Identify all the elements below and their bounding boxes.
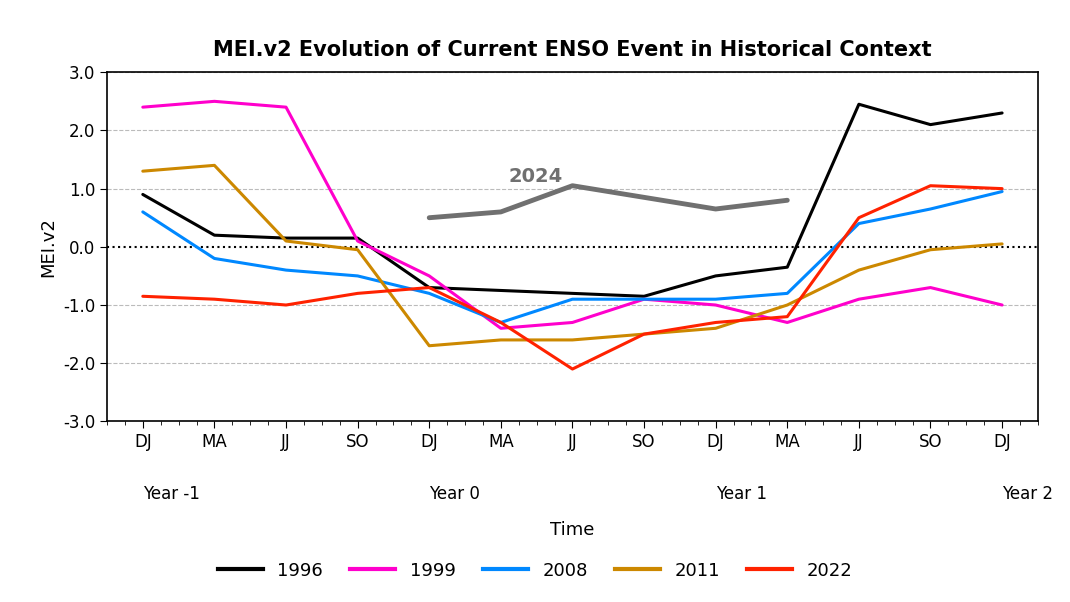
2022 — [638, 330, 651, 338]
2011 — [136, 167, 149, 175]
1996 — [638, 293, 651, 300]
1999 — [494, 324, 507, 332]
2011 — [494, 337, 507, 344]
2008 — [351, 272, 364, 279]
2022 — [279, 302, 292, 309]
2022 — [709, 319, 722, 326]
1996 — [924, 121, 937, 128]
2011 — [781, 302, 794, 309]
Text: Time: Time — [550, 521, 595, 539]
1996 — [423, 284, 435, 291]
2022 — [924, 182, 937, 190]
Y-axis label: MEI.v2: MEI.v2 — [40, 217, 58, 277]
1999 — [423, 272, 435, 279]
2011 — [423, 342, 435, 349]
2008 — [423, 290, 435, 297]
1999 — [924, 284, 937, 291]
Text: Year 1: Year 1 — [716, 485, 767, 503]
2008 — [136, 208, 149, 216]
1996 — [996, 110, 1009, 117]
2022 — [423, 284, 435, 291]
Line: 2011: 2011 — [142, 166, 1003, 346]
Text: Year 2: Year 2 — [1003, 485, 1053, 503]
2022 — [781, 313, 794, 320]
1999 — [853, 296, 866, 303]
Text: Year -1: Year -1 — [142, 485, 200, 503]
1996 — [781, 264, 794, 271]
1996 — [853, 101, 866, 108]
2011 — [351, 246, 364, 253]
1999 — [566, 319, 579, 326]
2011 — [996, 240, 1009, 247]
1999 — [709, 302, 722, 309]
1999 — [781, 319, 794, 326]
2022 — [853, 214, 866, 222]
Line: 2008: 2008 — [142, 191, 1003, 323]
1996 — [566, 290, 579, 297]
1999 — [279, 104, 292, 111]
1996 — [208, 232, 220, 239]
2011 — [208, 162, 220, 169]
2008 — [996, 188, 1009, 195]
2008 — [709, 296, 722, 303]
2022 — [494, 319, 507, 326]
1996 — [136, 191, 149, 198]
2011 — [638, 330, 651, 338]
1999 — [638, 296, 651, 303]
Line: 1996: 1996 — [142, 104, 1003, 296]
2008 — [924, 205, 937, 213]
2022 — [351, 290, 364, 297]
2008 — [208, 255, 220, 262]
2022 — [136, 293, 149, 300]
2011 — [566, 337, 579, 344]
2022 — [996, 185, 1009, 192]
1996 — [494, 287, 507, 294]
1996 — [279, 235, 292, 242]
2011 — [924, 246, 937, 253]
2008 — [781, 290, 794, 297]
1999 — [351, 237, 364, 244]
1999 — [136, 104, 149, 111]
1996 — [709, 272, 722, 279]
2008 — [279, 267, 292, 274]
Legend: 1996, 1999, 2008, 2011, 2022: 1996, 1999, 2008, 2011, 2022 — [211, 554, 859, 587]
2022 — [566, 365, 579, 373]
Title: MEI.v2 Evolution of Current ENSO Event in Historical Context: MEI.v2 Evolution of Current ENSO Event i… — [213, 40, 932, 60]
2008 — [566, 296, 579, 303]
Text: Year 0: Year 0 — [429, 485, 480, 503]
2011 — [853, 267, 866, 274]
2011 — [279, 237, 292, 244]
2008 — [853, 220, 866, 227]
2022 — [208, 296, 220, 303]
2008 — [638, 296, 651, 303]
2008 — [494, 319, 507, 326]
Line: 2022: 2022 — [142, 186, 1003, 369]
1999 — [996, 302, 1009, 309]
Line: 1999: 1999 — [142, 101, 1003, 328]
2011 — [709, 324, 722, 332]
Text: 2024: 2024 — [508, 167, 562, 185]
1999 — [208, 98, 220, 105]
1996 — [351, 235, 364, 242]
